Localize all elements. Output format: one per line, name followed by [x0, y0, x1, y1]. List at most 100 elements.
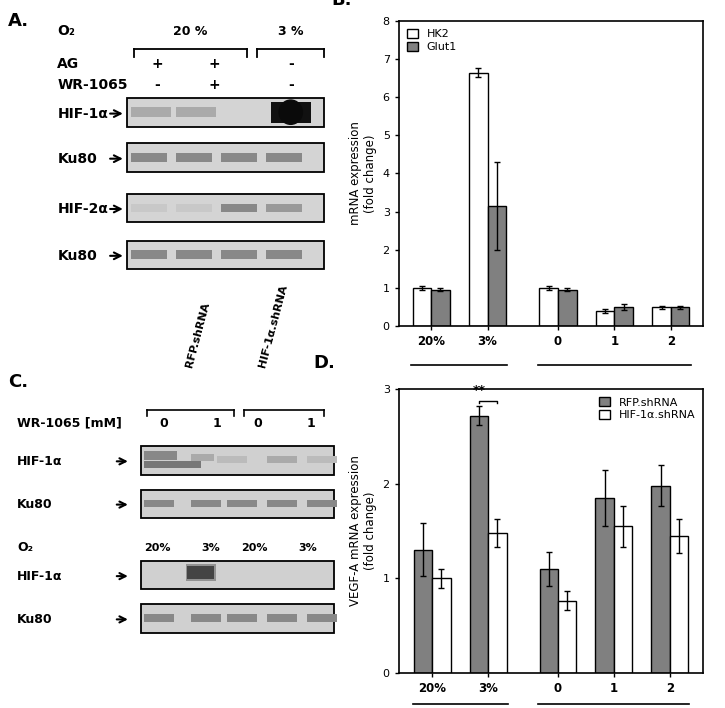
FancyBboxPatch shape	[220, 250, 257, 259]
FancyBboxPatch shape	[144, 452, 178, 459]
Legend: RFP.shRNA, HIF-1α.shRNA: RFP.shRNA, HIF-1α.shRNA	[597, 395, 697, 423]
Bar	[488, 206, 506, 326]
FancyBboxPatch shape	[175, 204, 212, 212]
FancyBboxPatch shape	[265, 154, 302, 162]
FancyBboxPatch shape	[130, 154, 167, 162]
FancyBboxPatch shape	[186, 564, 216, 581]
FancyBboxPatch shape	[191, 500, 220, 507]
Text: Ku80: Ku80	[57, 249, 97, 263]
Text: **: **	[473, 384, 485, 397]
Text: 3%: 3%	[298, 543, 317, 553]
Text: -: -	[288, 78, 294, 92]
FancyBboxPatch shape	[128, 144, 324, 172]
FancyBboxPatch shape	[220, 204, 257, 212]
Text: 3 %: 3 %	[278, 25, 304, 38]
Bar	[614, 307, 633, 326]
Text: A.: A.	[8, 12, 29, 30]
Text: B.: B.	[332, 0, 352, 9]
FancyBboxPatch shape	[175, 108, 216, 117]
FancyBboxPatch shape	[265, 250, 302, 259]
Text: HIF-1α: HIF-1α	[17, 570, 63, 583]
Text: 20 %: 20 %	[173, 25, 208, 38]
Text: +: +	[208, 78, 220, 92]
Bar	[670, 536, 688, 673]
Y-axis label: VEGF-A mRNA expression
(fold change): VEGF-A mRNA expression (fold change)	[349, 455, 377, 607]
FancyBboxPatch shape	[175, 154, 212, 162]
FancyBboxPatch shape	[144, 462, 201, 468]
Text: Ku80: Ku80	[17, 613, 53, 626]
Bar	[558, 601, 576, 673]
Text: Ku80: Ku80	[57, 152, 97, 166]
Text: D.: D.	[313, 355, 336, 372]
FancyBboxPatch shape	[270, 102, 311, 122]
FancyBboxPatch shape	[141, 561, 334, 590]
Text: C.: C.	[8, 373, 28, 391]
Bar	[671, 307, 689, 326]
FancyBboxPatch shape	[307, 614, 337, 622]
Text: 0: 0	[160, 416, 168, 430]
FancyBboxPatch shape	[141, 605, 334, 633]
Bar	[539, 287, 558, 326]
FancyBboxPatch shape	[220, 154, 257, 162]
FancyBboxPatch shape	[187, 566, 214, 579]
Legend: HK2, Glut1: HK2, Glut1	[405, 27, 459, 55]
Bar	[413, 287, 431, 326]
Y-axis label: mRNA expression
(fold change): mRNA expression (fold change)	[349, 122, 377, 225]
FancyBboxPatch shape	[175, 250, 212, 259]
Bar	[614, 526, 632, 673]
FancyBboxPatch shape	[265, 204, 302, 212]
Text: 20%: 20%	[144, 543, 170, 553]
Bar	[652, 307, 671, 326]
FancyBboxPatch shape	[268, 500, 297, 507]
Bar	[470, 416, 488, 673]
FancyBboxPatch shape	[128, 241, 324, 269]
Bar	[595, 498, 614, 673]
Text: 3%: 3%	[202, 543, 220, 553]
Bar	[488, 533, 507, 673]
FancyBboxPatch shape	[307, 457, 337, 463]
Text: HIF-1α: HIF-1α	[57, 107, 108, 120]
Bar	[432, 578, 451, 673]
Text: O₂: O₂	[57, 24, 75, 38]
Text: Oxygen: Oxygen	[434, 389, 484, 403]
FancyBboxPatch shape	[144, 500, 174, 507]
FancyBboxPatch shape	[130, 108, 170, 117]
FancyBboxPatch shape	[141, 490, 334, 518]
FancyBboxPatch shape	[130, 250, 167, 259]
FancyBboxPatch shape	[128, 194, 324, 222]
Text: 20%: 20%	[241, 543, 268, 553]
Text: HIF-1α.shRNA: HIF-1α.shRNA	[257, 283, 289, 368]
FancyBboxPatch shape	[307, 500, 337, 507]
Text: RFP.shRNA: RFP.shRNA	[184, 301, 211, 368]
Text: +: +	[152, 57, 163, 72]
FancyBboxPatch shape	[141, 446, 334, 474]
FancyBboxPatch shape	[144, 614, 174, 622]
FancyBboxPatch shape	[130, 204, 167, 212]
Text: -: -	[154, 78, 160, 92]
FancyBboxPatch shape	[191, 454, 214, 461]
Text: 1: 1	[213, 416, 222, 430]
Bar	[469, 73, 488, 326]
Bar	[414, 550, 432, 673]
Circle shape	[279, 100, 302, 125]
Text: AG: AG	[57, 57, 80, 72]
Bar	[539, 569, 558, 673]
Text: O₂: O₂	[17, 542, 33, 554]
Bar	[596, 312, 614, 326]
FancyBboxPatch shape	[128, 98, 324, 127]
FancyBboxPatch shape	[218, 457, 247, 463]
Text: WR-1065 [mM]: WR-1065 [mM]	[566, 389, 663, 403]
Text: WR-1065 [mM]: WR-1065 [mM]	[17, 416, 122, 430]
Text: HIF-2α: HIF-2α	[57, 202, 108, 216]
FancyBboxPatch shape	[268, 614, 297, 622]
Bar	[651, 486, 670, 673]
Text: +: +	[208, 57, 220, 72]
Bar	[431, 290, 450, 326]
Text: -: -	[288, 57, 294, 72]
FancyBboxPatch shape	[228, 614, 257, 622]
Text: WR-1065: WR-1065	[57, 78, 128, 92]
Text: 1: 1	[307, 416, 315, 430]
Text: Ku80: Ku80	[17, 498, 53, 511]
Text: 0: 0	[253, 416, 262, 430]
Text: HIF-1α: HIF-1α	[17, 455, 63, 468]
